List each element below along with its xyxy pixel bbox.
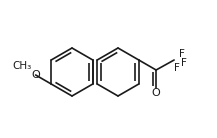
Text: F: F: [174, 63, 180, 73]
Text: O: O: [31, 70, 40, 80]
Text: F: F: [181, 58, 187, 68]
Text: O: O: [152, 88, 161, 98]
Text: CH₃: CH₃: [12, 61, 31, 71]
Text: F: F: [179, 49, 185, 59]
